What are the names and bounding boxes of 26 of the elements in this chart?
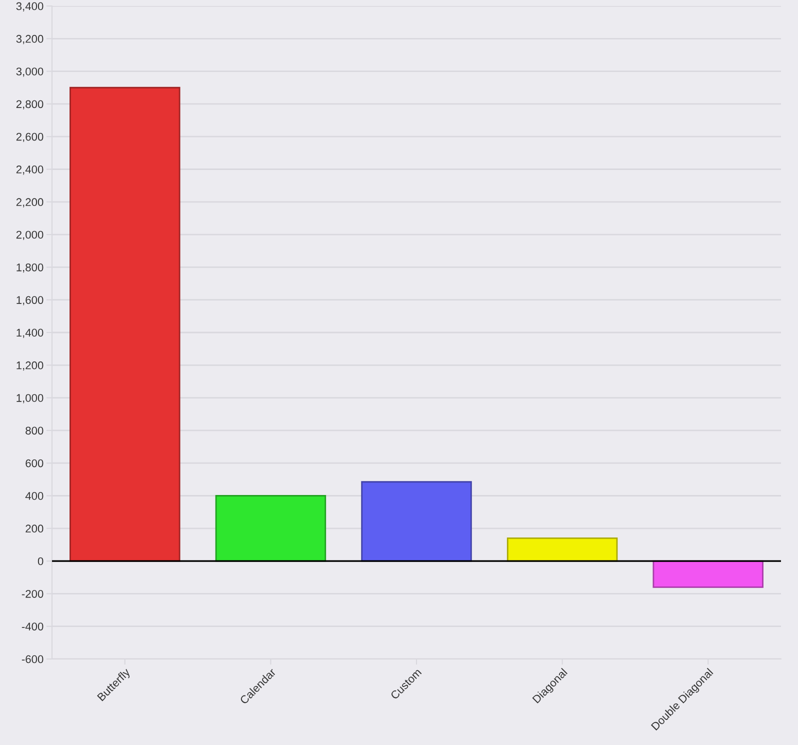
bar — [70, 86, 180, 562]
bar — [506, 538, 618, 562]
bar — [361, 481, 472, 562]
y-tick-label: 2,600 — [16, 132, 44, 142]
y-tick-label: 600 — [26, 459, 44, 468]
y-tick-label: 3,000 — [16, 68, 44, 77]
y-tick-label: 2,400 — [16, 166, 44, 175]
y-tick-label: 0 — [38, 557, 44, 566]
y-tick-label: 2,000 — [16, 230, 44, 240]
y-tick-label: 3,200 — [16, 34, 44, 44]
y-tick-label: 800 — [26, 426, 44, 435]
y-tick-label: 400 — [25, 492, 44, 500]
y-tick-label: 200 — [26, 524, 44, 533]
bar — [215, 495, 326, 562]
y-tick-label: -400 — [22, 622, 44, 630]
y-tick-label: 1,800 — [16, 263, 44, 273]
y-tick-label: 1,000 — [16, 394, 44, 404]
y-tick-label: 2,200 — [16, 198, 44, 208]
y-tick-label: -200 — [22, 590, 44, 598]
bar — [652, 560, 764, 588]
y-tick-label: 1,400 — [16, 328, 44, 338]
y-tick-label: 1,200 — [16, 361, 44, 371]
y-tick-label: 3,400 — [16, 2, 44, 12]
y-tick-label: -600 — [22, 655, 44, 664]
y-tick-label: 2,800 — [16, 100, 44, 110]
y-tick-label: 1,600 — [16, 296, 44, 306]
